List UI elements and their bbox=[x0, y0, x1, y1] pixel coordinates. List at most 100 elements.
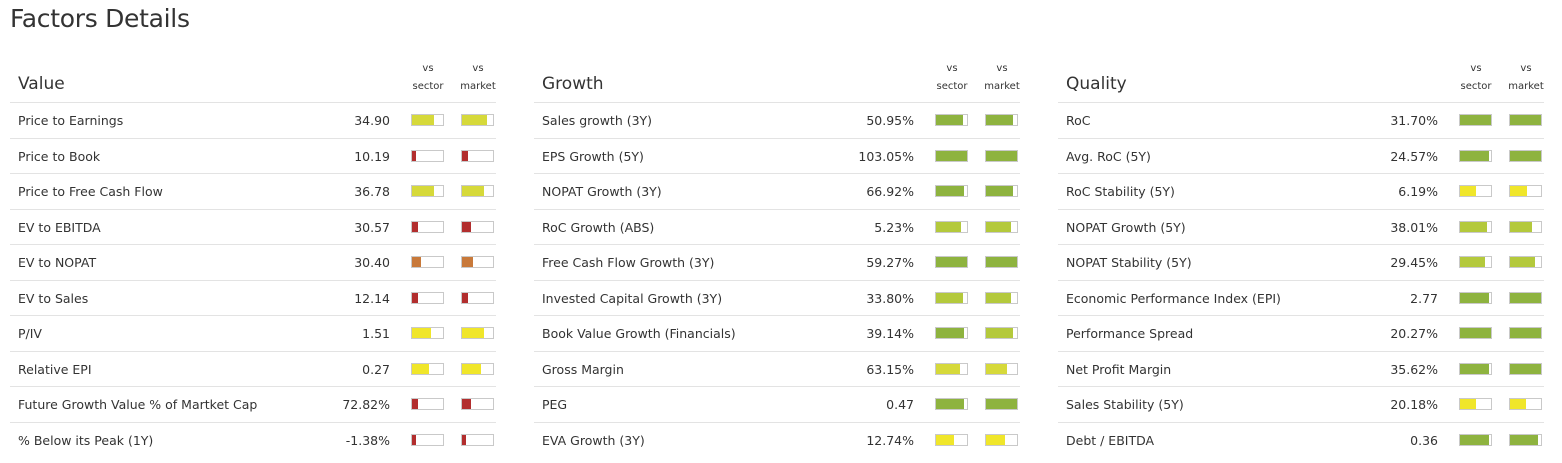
factor-row[interactable]: PEG 0.47 bbox=[534, 387, 1020, 423]
vs-sector-bar-fill bbox=[1460, 221, 1488, 232]
vs-sector-bar bbox=[1459, 220, 1492, 233]
factor-value: 34.90 bbox=[354, 113, 390, 128]
vs-sector-bar bbox=[935, 291, 968, 304]
vs-market-bar-fill bbox=[1510, 115, 1541, 125]
factor-row[interactable]: RoC Growth (ABS) 5.23% bbox=[534, 210, 1020, 245]
factor-row[interactable]: Debt / EBITDA 0.36 bbox=[1058, 423, 1544, 459]
factor-row[interactable]: Book Value Growth (Financials) 39.14% bbox=[534, 316, 1020, 352]
factor-value: 30.40 bbox=[354, 255, 390, 270]
factor-row[interactable]: Free Cash Flow Growth (3Y) 59.27% bbox=[534, 245, 1020, 281]
factor-label: Invested Capital Growth (3Y) bbox=[542, 290, 723, 306]
vs-sector-bar-fill bbox=[1460, 186, 1476, 196]
column-header-top: vs bbox=[472, 63, 484, 74]
panel-value: Value vs sector vs market Price to Earnings 34… bbox=[10, 58, 496, 458]
column-header-bottom: market bbox=[460, 81, 496, 92]
vs-sector-bar-fill bbox=[1460, 292, 1490, 303]
factor-row[interactable]: Future Growth Value % of Martket Cap 72.8… bbox=[10, 387, 496, 423]
factor-value: 36.78 bbox=[354, 184, 390, 199]
factor-row[interactable]: EV to EBITDA 30.57 bbox=[10, 210, 496, 245]
vs-sector-bar bbox=[411, 398, 444, 410]
factor-label: RoC bbox=[1066, 113, 1091, 128]
factor-label: EV to NOPAT bbox=[18, 255, 97, 270]
vs-market-bar-fill bbox=[986, 186, 1014, 196]
factor-row[interactable]: EVA Growth (3Y) 12.74% bbox=[534, 423, 1020, 459]
factor-row[interactable]: Sales growth (3Y) 50.95% bbox=[534, 103, 1020, 139]
vs-sector-bar-fill bbox=[412, 221, 418, 232]
factor-value: 30.57 bbox=[354, 219, 390, 235]
vs-sector-bar bbox=[1459, 398, 1492, 410]
vs-sector-bar bbox=[411, 185, 444, 197]
factor-label: NOPAT Stability (5Y) bbox=[1066, 255, 1192, 270]
factor-row[interactable]: Net Profit Margin 35.62% bbox=[1058, 352, 1544, 387]
factor-row[interactable]: Relative EPI 0.27 bbox=[10, 352, 496, 387]
factor-value: 39.14% bbox=[866, 326, 914, 341]
factor-row[interactable]: RoC 31.70% bbox=[1058, 103, 1544, 139]
vs-sector-bar-fill bbox=[936, 150, 967, 161]
vs-market-bar bbox=[1509, 185, 1542, 197]
vs-sector-bar-fill bbox=[1460, 115, 1491, 125]
vs-sector-bar bbox=[1459, 362, 1492, 375]
column-header-top: vs bbox=[422, 63, 434, 74]
factor-row[interactable]: EV to Sales 12.14 bbox=[10, 281, 496, 316]
factor-value: 50.95% bbox=[866, 113, 914, 128]
vs-sector-bar-fill bbox=[936, 399, 964, 409]
vs-market-bar-fill bbox=[986, 257, 1017, 267]
factor-value: -1.38% bbox=[345, 432, 390, 448]
vs-sector-bar bbox=[411, 149, 444, 162]
vs-market-bar bbox=[461, 185, 494, 197]
column-header-vs-sector: vs sector bbox=[927, 60, 977, 96]
vs-sector-bar-fill bbox=[412, 399, 418, 409]
factor-row[interactable]: Economic Performance Index (EPI) 2.77 bbox=[1058, 281, 1544, 316]
panel-growth: Growth vs sector vs market Sales growth (3Y) 5… bbox=[534, 58, 1020, 458]
vs-sector-bar bbox=[1459, 114, 1492, 126]
vs-sector-bar bbox=[411, 433, 444, 446]
factor-label: Price to Free Cash Flow bbox=[18, 184, 163, 199]
factor-value: 29.45% bbox=[1390, 255, 1438, 270]
factor-value: 59.27% bbox=[866, 255, 914, 270]
factor-row[interactable]: RoC Stability (5Y) 6.19% bbox=[1058, 174, 1544, 210]
page-title: Factors Details bbox=[10, 4, 190, 33]
vs-market-bar-fill bbox=[462, 257, 473, 267]
factor-row[interactable]: EV to NOPAT 30.40 bbox=[10, 245, 496, 281]
factor-row[interactable]: P/IV 1.51 bbox=[10, 316, 496, 352]
factor-row[interactable]: NOPAT Growth (3Y) 66.92% bbox=[534, 174, 1020, 210]
vs-sector-bar bbox=[935, 327, 968, 339]
vs-sector-bar-fill bbox=[412, 292, 418, 303]
factor-row[interactable]: Price to Book 10.19 bbox=[10, 139, 496, 174]
vs-sector-bar bbox=[935, 362, 968, 375]
vs-market-bar bbox=[985, 398, 1018, 410]
factor-value: 0.27 bbox=[362, 361, 390, 377]
vs-sector-bar-fill bbox=[936, 434, 954, 445]
vs-market-bar bbox=[985, 114, 1018, 126]
vs-market-bar-fill bbox=[1510, 292, 1541, 303]
factor-row[interactable]: Invested Capital Growth (3Y) 33.80% bbox=[534, 281, 1020, 316]
factor-row[interactable]: Sales Stability (5Y) 20.18% bbox=[1058, 387, 1544, 423]
panel-quality: Quality vs sector vs market RoC 31.70% Avg. RoC… bbox=[1058, 58, 1544, 458]
column-header-vs-market: vs market bbox=[1501, 60, 1551, 96]
vs-sector-bar-fill bbox=[412, 257, 421, 267]
vs-market-bar bbox=[985, 220, 1018, 233]
vs-market-bar-fill bbox=[986, 434, 1005, 445]
factor-value: 24.57% bbox=[1390, 148, 1438, 164]
factor-value: 10.19 bbox=[354, 148, 390, 164]
vs-market-bar bbox=[1509, 398, 1542, 410]
factor-row[interactable]: Avg. RoC (5Y) 24.57% bbox=[1058, 139, 1544, 174]
factor-label: Free Cash Flow Growth (3Y) bbox=[542, 255, 715, 270]
vs-sector-bar bbox=[935, 433, 968, 446]
factor-row[interactable]: NOPAT Growth (5Y) 38.01% bbox=[1058, 210, 1544, 245]
factor-row[interactable]: Price to Free Cash Flow 36.78 bbox=[10, 174, 496, 210]
factor-label: NOPAT Growth (5Y) bbox=[1066, 219, 1186, 235]
factor-value: 6.19% bbox=[1398, 184, 1438, 199]
vs-sector-bar bbox=[1459, 149, 1492, 162]
factor-row[interactable]: EPS Growth (5Y) 103.05% bbox=[534, 139, 1020, 174]
factor-label: Net Profit Margin bbox=[1066, 361, 1172, 377]
vs-market-bar-fill bbox=[462, 115, 487, 125]
factor-row[interactable]: Performance Spread 20.27% bbox=[1058, 316, 1544, 352]
factor-row[interactable]: NOPAT Stability (5Y) 29.45% bbox=[1058, 245, 1544, 281]
vs-sector-bar bbox=[411, 256, 444, 268]
vs-sector-bar bbox=[1459, 291, 1492, 304]
factor-row[interactable]: % Below its Peak (1Y) -1.38% bbox=[10, 423, 496, 459]
factor-row[interactable]: Gross Margin 63.15% bbox=[534, 352, 1020, 387]
factor-label: Relative EPI bbox=[18, 361, 92, 377]
factor-row[interactable]: Price to Earnings 34.90 bbox=[10, 103, 496, 139]
